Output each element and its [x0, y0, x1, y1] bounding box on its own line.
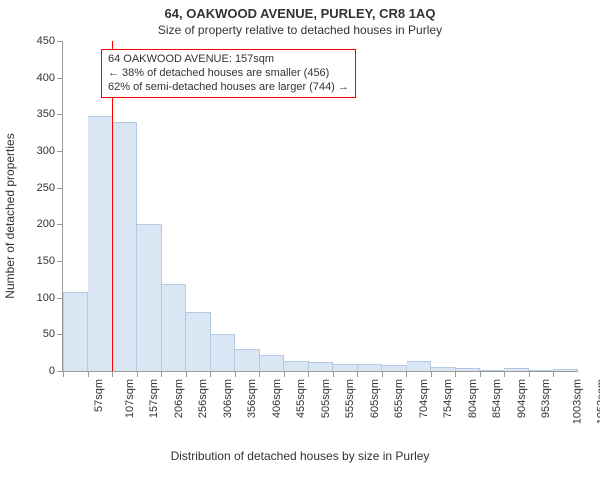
x-tick-label: 107sqm: [124, 379, 136, 418]
y-tick: [57, 41, 63, 42]
x-tick-label: 754sqm: [442, 379, 454, 418]
histogram-bar: [504, 368, 528, 371]
x-tick: [333, 371, 334, 377]
x-tick: [480, 371, 481, 377]
y-tick: [57, 298, 63, 299]
y-tick: [57, 224, 63, 225]
y-tick-label: 400: [37, 72, 55, 84]
histogram-bar: [456, 368, 480, 371]
histogram-bar: [480, 370, 504, 371]
histogram-bar: [186, 312, 210, 371]
x-tick-label: 406sqm: [271, 379, 283, 418]
y-tick: [57, 261, 63, 262]
x-tick: [137, 371, 138, 377]
x-tick-label: 953sqm: [541, 379, 553, 418]
histogram-bar: [113, 122, 137, 371]
x-tick-label: 505sqm: [320, 379, 332, 418]
y-tick-label: 50: [43, 328, 55, 340]
y-tick: [57, 114, 63, 115]
histogram-bar: [284, 361, 308, 371]
histogram-bar: [235, 349, 259, 371]
x-tick-label: 804sqm: [467, 379, 479, 418]
x-tick: [553, 371, 554, 377]
x-tick-label: 704sqm: [418, 379, 430, 418]
histogram-bar: [358, 364, 382, 371]
x-tick: [382, 371, 383, 377]
x-tick-label: 57sqm: [93, 379, 105, 412]
histogram-bar: [88, 116, 112, 371]
histogram-bar: [211, 334, 235, 371]
x-tick-label: 455sqm: [295, 379, 307, 418]
page-title: 64, OAKWOOD AVENUE, PURLEY, CR8 1AQ: [0, 6, 600, 21]
x-tick-label: 555sqm: [344, 379, 356, 418]
x-tick: [284, 371, 285, 377]
y-tick: [57, 334, 63, 335]
histogram-bar: [529, 370, 553, 371]
x-axis-label: Distribution of detached houses by size …: [0, 449, 600, 463]
x-tick: [357, 371, 358, 377]
x-tick: [431, 371, 432, 377]
x-tick: [88, 371, 89, 377]
x-tick: [308, 371, 309, 377]
y-axis-label: Number of detached properties: [3, 133, 17, 298]
histogram-bar: [431, 367, 455, 371]
x-tick-label: 1003sqm: [571, 379, 583, 424]
x-tick-label: 356sqm: [246, 379, 258, 418]
histogram-bar: [407, 361, 431, 371]
x-tick: [529, 371, 530, 377]
histogram-bar: [162, 284, 186, 371]
x-tick: [63, 371, 64, 377]
annotation-box: 64 OAKWOOD AVENUE: 157sqm← 38% of detach…: [101, 49, 356, 98]
x-tick: [112, 371, 113, 377]
y-tick-label: 150: [37, 255, 55, 267]
x-tick: [504, 371, 505, 377]
y-tick-label: 250: [37, 182, 55, 194]
histogram-chart: Number of detached properties 64 OAKWOOD…: [62, 41, 577, 391]
histogram-bar: [260, 355, 284, 371]
histogram-bar: [382, 365, 406, 371]
x-tick-label: 605sqm: [369, 379, 381, 418]
x-tick-label: 904sqm: [516, 379, 528, 418]
annotation-line: ← 38% of detached houses are smaller (45…: [108, 67, 349, 81]
histogram-bar: [333, 364, 357, 371]
x-tick: [186, 371, 187, 377]
x-tick-label: 157sqm: [148, 379, 160, 418]
y-tick-label: 300: [37, 145, 55, 157]
y-tick-label: 100: [37, 292, 55, 304]
y-tick-label: 350: [37, 108, 55, 120]
x-tick-label: 1053sqm: [596, 379, 600, 424]
x-tick: [210, 371, 211, 377]
x-tick: [259, 371, 260, 377]
annotation-line: 64 OAKWOOD AVENUE: 157sqm: [108, 53, 349, 67]
y-tick-label: 0: [49, 365, 55, 377]
x-tick-label: 256sqm: [197, 379, 209, 418]
x-tick-label: 854sqm: [492, 379, 504, 418]
page-subtitle: Size of property relative to detached ho…: [0, 23, 600, 37]
x-tick: [235, 371, 236, 377]
plot-area: 64 OAKWOOD AVENUE: 157sqm← 38% of detach…: [62, 41, 578, 372]
y-tick-label: 200: [37, 218, 55, 230]
annotation-line: 62% of semi-detached houses are larger (…: [108, 81, 349, 95]
histogram-bar: [63, 292, 88, 371]
y-tick: [57, 151, 63, 152]
x-tick-label: 306sqm: [222, 379, 234, 418]
x-tick: [161, 371, 162, 377]
x-tick: [455, 371, 456, 377]
histogram-bar: [553, 369, 577, 371]
y-tick: [57, 188, 63, 189]
y-tick-label: 450: [37, 35, 55, 47]
y-tick: [57, 78, 63, 79]
histogram-bar: [137, 224, 161, 371]
x-tick: [406, 371, 407, 377]
x-tick-label: 206sqm: [173, 379, 185, 418]
histogram-bar: [309, 362, 333, 371]
x-tick-label: 655sqm: [393, 379, 405, 418]
